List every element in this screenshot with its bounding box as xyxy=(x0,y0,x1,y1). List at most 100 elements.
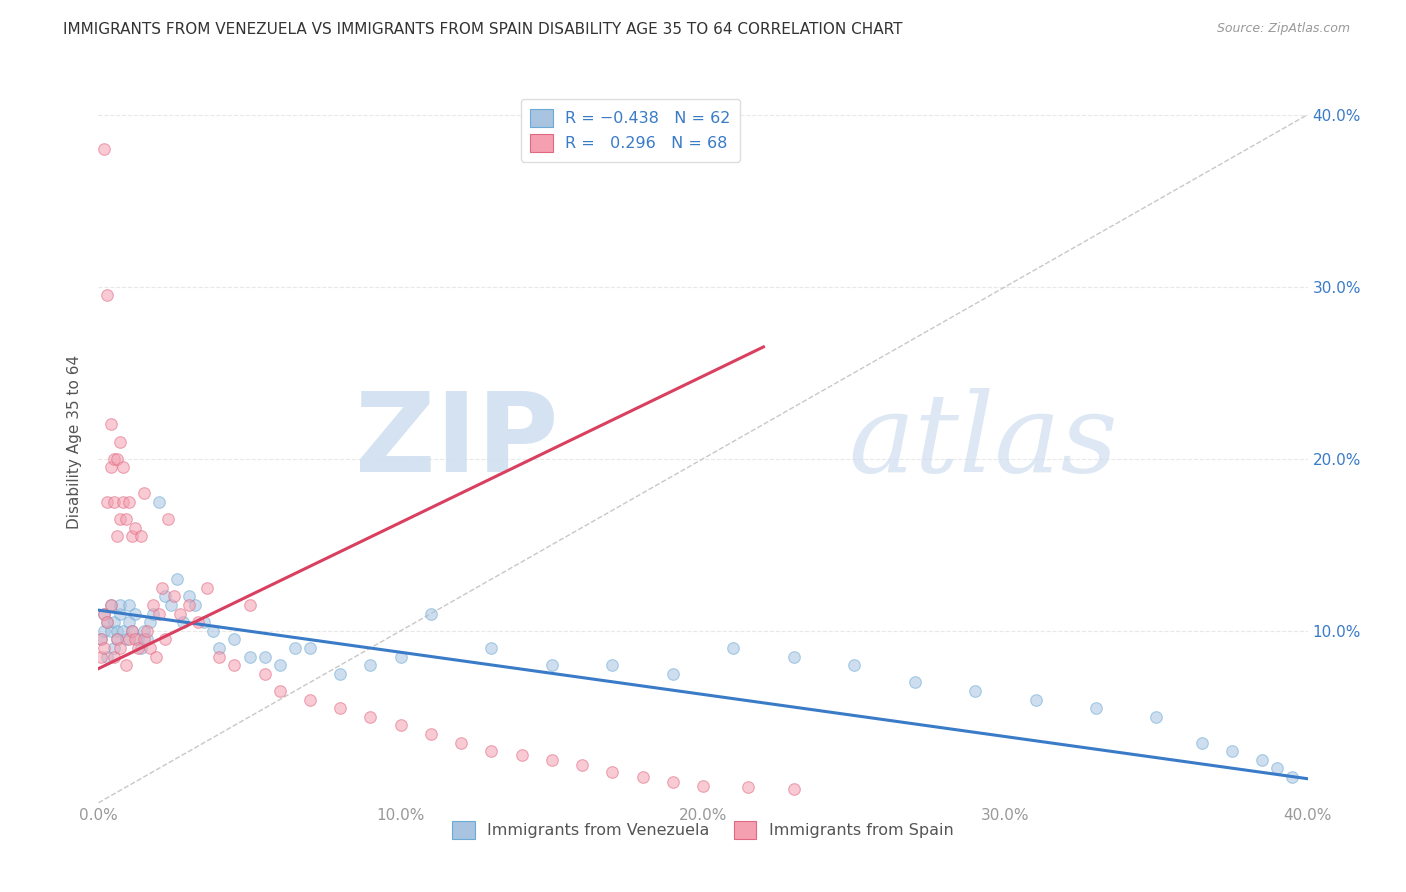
Point xyxy=(90,649,112,664)
Point xyxy=(195,581,218,595)
Point xyxy=(93,640,115,655)
Point xyxy=(224,632,246,647)
Point xyxy=(389,649,412,664)
Point xyxy=(602,658,624,673)
Point xyxy=(103,494,125,508)
Point xyxy=(90,632,112,647)
Point xyxy=(571,758,593,772)
Point xyxy=(631,770,654,784)
Point xyxy=(420,607,443,621)
Point xyxy=(108,598,131,612)
Point xyxy=(389,718,412,732)
Point xyxy=(93,607,115,621)
Point xyxy=(329,666,352,681)
Point xyxy=(142,598,165,612)
Point xyxy=(844,658,866,673)
Point xyxy=(904,675,927,690)
Point xyxy=(96,494,118,508)
Point xyxy=(96,288,118,302)
Point xyxy=(187,615,209,630)
Point xyxy=(153,590,176,604)
Point xyxy=(111,460,134,475)
Point xyxy=(108,512,131,526)
Point xyxy=(1281,770,1303,784)
Point xyxy=(93,624,115,638)
Point xyxy=(153,632,176,647)
Point xyxy=(90,632,112,647)
Point xyxy=(150,581,173,595)
Point xyxy=(103,615,125,630)
Point xyxy=(420,727,443,741)
Point xyxy=(139,615,162,630)
Point xyxy=(1191,735,1213,749)
Point xyxy=(156,512,179,526)
Point xyxy=(360,710,382,724)
Point xyxy=(208,649,231,664)
Point xyxy=(692,779,714,793)
Point xyxy=(124,607,146,621)
Point xyxy=(114,658,136,673)
Point xyxy=(145,649,167,664)
Point xyxy=(1024,692,1046,706)
Point xyxy=(166,572,188,586)
Point xyxy=(103,640,125,655)
Point xyxy=(661,666,683,681)
Point xyxy=(96,615,118,630)
Point xyxy=(111,494,134,508)
Point xyxy=(783,649,806,664)
Point xyxy=(108,640,131,655)
Point xyxy=(329,701,352,715)
Point xyxy=(360,658,382,673)
Point xyxy=(132,486,155,500)
Point xyxy=(540,658,562,673)
Point xyxy=(179,598,201,612)
Point xyxy=(127,632,149,647)
Point xyxy=(103,649,125,664)
Point xyxy=(127,640,149,655)
Point xyxy=(239,649,262,664)
Point xyxy=(208,640,231,655)
Point xyxy=(299,692,322,706)
Point xyxy=(148,494,170,508)
Text: IMMIGRANTS FROM VENEZUELA VS IMMIGRANTS FROM SPAIN DISABILITY AGE 35 TO 64 CORRE: IMMIGRANTS FROM VENEZUELA VS IMMIGRANTS … xyxy=(63,22,903,37)
Point xyxy=(121,624,143,638)
Point xyxy=(172,615,194,630)
Point xyxy=(142,607,165,621)
Y-axis label: Disability Age 35 to 64: Disability Age 35 to 64 xyxy=(67,354,83,529)
Point xyxy=(96,649,118,664)
Point xyxy=(224,658,246,673)
Point xyxy=(481,640,503,655)
Point xyxy=(540,753,562,767)
Point xyxy=(114,512,136,526)
Point xyxy=(139,640,162,655)
Point xyxy=(148,607,170,621)
Point xyxy=(108,607,131,621)
Point xyxy=(1251,753,1274,767)
Point xyxy=(965,684,987,698)
Point xyxy=(269,684,291,698)
Point xyxy=(135,624,157,638)
Point xyxy=(783,782,806,797)
Point xyxy=(124,632,146,647)
Text: atlas: atlas xyxy=(848,388,1118,495)
Point xyxy=(132,624,155,638)
Point xyxy=(1144,710,1167,724)
Point xyxy=(100,598,122,612)
Point xyxy=(269,658,291,673)
Point xyxy=(193,615,215,630)
Point xyxy=(121,529,143,543)
Text: Source: ZipAtlas.com: Source: ZipAtlas.com xyxy=(1216,22,1350,36)
Point xyxy=(239,598,262,612)
Point xyxy=(129,529,152,543)
Point xyxy=(100,598,122,612)
Point xyxy=(108,434,131,449)
Point xyxy=(661,775,683,789)
Point xyxy=(163,590,186,604)
Point xyxy=(118,615,141,630)
Point xyxy=(103,451,125,466)
Point xyxy=(1220,744,1243,758)
Point xyxy=(179,590,201,604)
Point xyxy=(169,607,191,621)
Point xyxy=(111,624,134,638)
Point xyxy=(202,624,225,638)
